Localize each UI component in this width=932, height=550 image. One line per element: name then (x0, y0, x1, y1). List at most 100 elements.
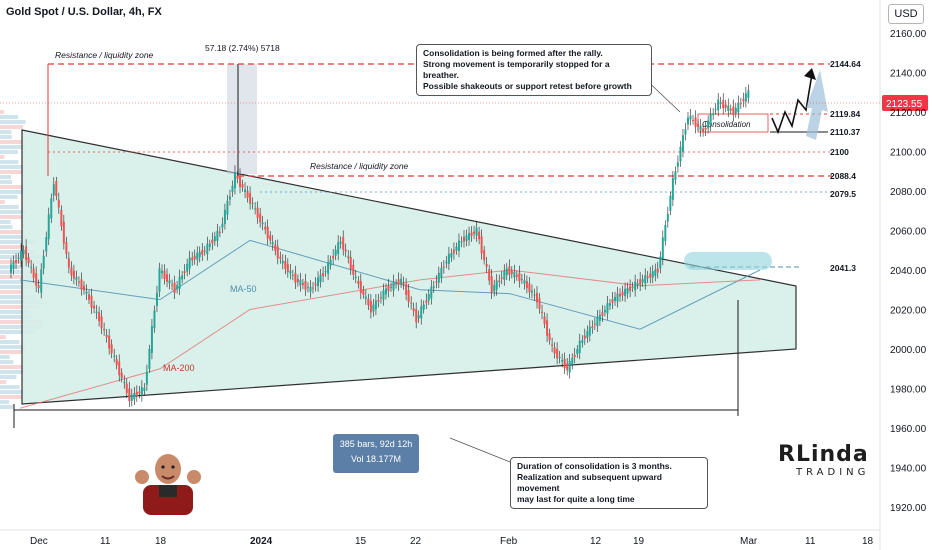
candle-body (513, 271, 516, 278)
candle-body (382, 290, 385, 300)
candle-body (646, 276, 649, 279)
candle-body (226, 200, 229, 215)
candle-body (148, 348, 151, 369)
volume-profile-bar (0, 335, 6, 339)
candle-body (77, 281, 80, 283)
volume-profile-bar (0, 210, 26, 214)
candle-body (223, 209, 226, 225)
candle-body (452, 249, 455, 254)
candle-body (739, 103, 742, 105)
candle-body (427, 293, 430, 301)
candle-body (503, 270, 506, 280)
candle-body (166, 274, 169, 282)
candle-body (722, 100, 725, 109)
candle-body (601, 312, 604, 316)
candle-body (133, 392, 136, 400)
logo-top-text: RLinda (778, 442, 869, 467)
volume-profile-bar (0, 175, 12, 179)
note-bottom-connector (449, 437, 511, 463)
price-tick-label: 2040.00 (890, 266, 927, 277)
candle-body (463, 236, 465, 242)
candle-body (619, 294, 622, 297)
candle-body (266, 226, 269, 239)
candle-body (186, 263, 189, 272)
candle-body (82, 285, 85, 291)
candle-body (679, 146, 682, 162)
volume-profile-bar (0, 185, 24, 189)
candle-body (105, 334, 108, 338)
current-price-tag-bg (882, 95, 928, 111)
price-tick-label: 2000.00 (890, 345, 927, 356)
candle-body (732, 106, 735, 116)
candle-body (608, 303, 611, 306)
candle-body (25, 246, 28, 260)
candle-body (22, 249, 25, 255)
volume-profile-bar (0, 365, 25, 369)
candle-body (654, 269, 657, 276)
time-tick-label: 12 (590, 536, 602, 547)
candle-body (173, 282, 176, 293)
volume-profile-bar (0, 345, 26, 349)
candle-body (390, 286, 393, 288)
candle-body (208, 243, 211, 248)
candle-body (279, 256, 282, 259)
candle-body (130, 394, 133, 401)
candle-body (188, 257, 191, 269)
candle-body (329, 259, 332, 266)
candle-body (128, 388, 131, 402)
candle-body (478, 231, 481, 240)
candle-body (244, 189, 247, 192)
volume-profile-bar (0, 400, 10, 404)
candle-body (155, 292, 158, 306)
candle-body (274, 244, 277, 251)
candle-body (598, 314, 601, 321)
volume-profile-bar (0, 200, 5, 204)
candle-body (692, 119, 695, 121)
volume-profile-bar (0, 125, 23, 129)
candle-body (546, 320, 549, 336)
candle-body (281, 260, 284, 264)
candle-body (671, 178, 674, 200)
candle-body (442, 266, 445, 268)
candle-body (561, 359, 564, 362)
candle-body (55, 180, 58, 197)
consolidation-label: Consolidation (702, 120, 751, 129)
candle-body (296, 279, 299, 283)
candle-body (301, 282, 304, 285)
currency-button[interactable]: USD (888, 4, 924, 24)
volume-profile-bar (0, 295, 38, 299)
candle-body (523, 280, 526, 284)
resistance-mid-label: Resistance / liquidity zone (310, 161, 409, 171)
candle-body (568, 360, 571, 373)
measure-label: 57.18 (2.74%) 5718 (205, 43, 280, 53)
candle-body (120, 372, 123, 379)
candle-body (676, 162, 679, 167)
projection-path (771, 73, 813, 135)
candle-body (543, 316, 546, 324)
volume-profile-bar (0, 180, 13, 184)
candle-body (100, 316, 103, 329)
note-consolidation: Consolidation is being formed after the … (416, 44, 652, 96)
price-tick-label: 2140.00 (890, 69, 927, 80)
candle-body (317, 277, 320, 287)
candle-body (420, 306, 423, 319)
volume-profile-bar (0, 375, 17, 379)
candle-body (374, 300, 377, 310)
time-tick-label: 19 (633, 536, 645, 547)
candle-body (636, 283, 639, 285)
candle-body (495, 280, 498, 290)
time-tick-label: 11 (100, 536, 111, 547)
candle-body (681, 135, 684, 152)
range-volume: Vol 18.177M (350, 454, 402, 464)
logo-bottom-text: TRADING (796, 467, 870, 478)
volume-profile-bar (0, 355, 10, 359)
candle-body (228, 196, 231, 200)
candle-body (422, 304, 425, 310)
candle-body (729, 108, 732, 111)
candle-body (737, 102, 740, 113)
price-tick-label: 1980.00 (890, 385, 927, 396)
volume-profile-bar (0, 360, 14, 364)
candle-body (432, 286, 435, 288)
candle-body (475, 227, 478, 236)
